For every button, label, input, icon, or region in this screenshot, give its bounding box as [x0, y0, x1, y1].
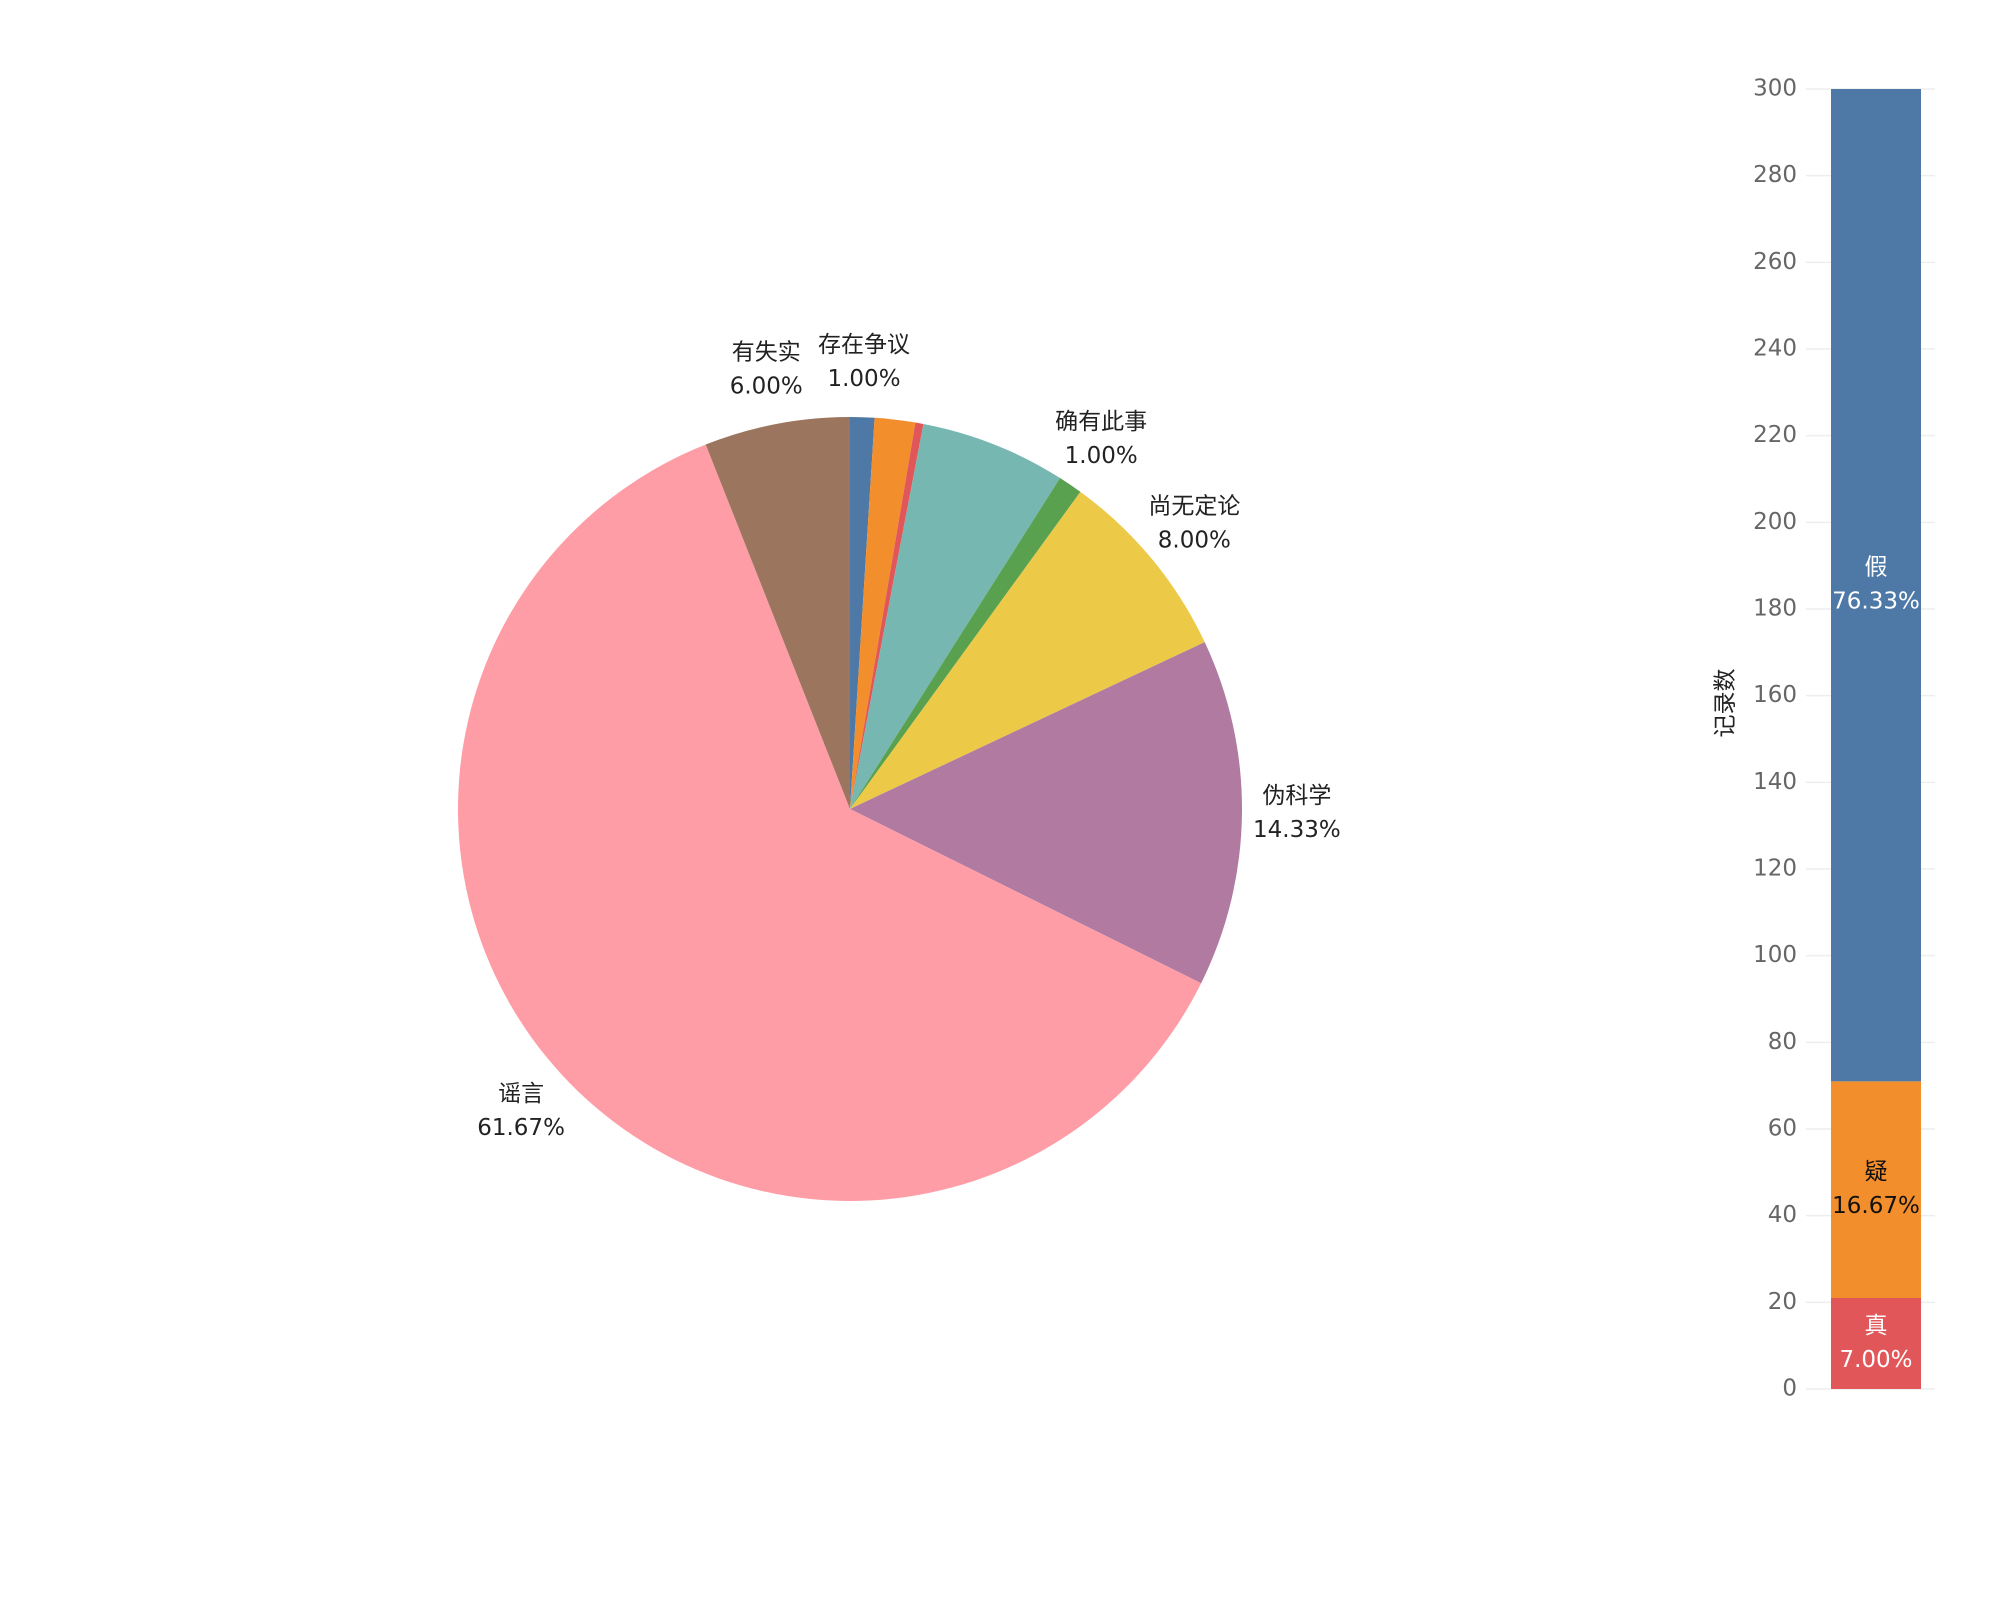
slice-label: 存在争议 [818, 332, 910, 358]
y-tick-label: 120 [1753, 856, 1797, 882]
y-tick-label: 300 [1753, 76, 1797, 102]
pie-slice [850, 422, 924, 809]
y-tick-label: 100 [1753, 942, 1797, 968]
pie-slice [850, 417, 916, 809]
slice-label: 尚无定论 [1148, 494, 1240, 520]
segment-value-label: 76.33% [1832, 589, 1920, 615]
slice-value-label: 6.00% [730, 374, 803, 400]
slice-value-label: 61.67% [477, 1115, 565, 1141]
slice-value-label: 1.00% [827, 366, 900, 392]
bar-segment [1831, 89, 1921, 1082]
y-tick-label: 0 [1782, 1376, 1797, 1402]
segment-value-label: 16.67% [1832, 1193, 1920, 1219]
slice-value-label: 14.33% [1253, 817, 1341, 843]
slice-value-label: 8.00% [1158, 528, 1231, 554]
segment-value-label: 7.00% [1839, 1347, 1912, 1373]
segment-name: 真 [1865, 1313, 1888, 1339]
y-tick-label: 60 [1768, 1116, 1797, 1142]
segment-name: 疑 [1865, 1159, 1888, 1185]
slice-label: 谣言 [498, 1081, 544, 1107]
slice-label: 伪科学 [1262, 783, 1331, 809]
y-tick-label: 280 [1753, 162, 1797, 188]
y-tick-label: 220 [1753, 422, 1797, 448]
y-tick-label: 160 [1753, 682, 1797, 708]
pie-slice [850, 417, 875, 809]
pie-slice [458, 444, 1202, 1202]
y-tick-label: 200 [1753, 509, 1797, 535]
pie-slice [850, 642, 1243, 984]
y-axis-title: 记录数 [1713, 669, 1739, 738]
pie-slice [705, 417, 850, 809]
y-tick-label: 40 [1768, 1202, 1797, 1228]
bar-segment [1831, 1081, 1921, 1298]
slice-label: 确有此事 [1055, 409, 1147, 435]
pie-slice [850, 491, 1205, 809]
y-tick-label: 20 [1768, 1289, 1797, 1315]
bar-segment [1831, 1298, 1921, 1389]
pie-slice [850, 423, 1061, 809]
segment-name: 假 [1865, 555, 1888, 581]
y-tick-label: 80 [1768, 1029, 1797, 1055]
slice-value-label: 1.00% [1065, 443, 1138, 469]
y-tick-label: 140 [1753, 769, 1797, 795]
y-tick-label: 180 [1753, 596, 1797, 622]
pie-slice [850, 478, 1081, 809]
y-tick-label: 240 [1753, 336, 1797, 362]
y-tick-label: 260 [1753, 249, 1797, 275]
slice-label: 有失实 [732, 340, 801, 366]
